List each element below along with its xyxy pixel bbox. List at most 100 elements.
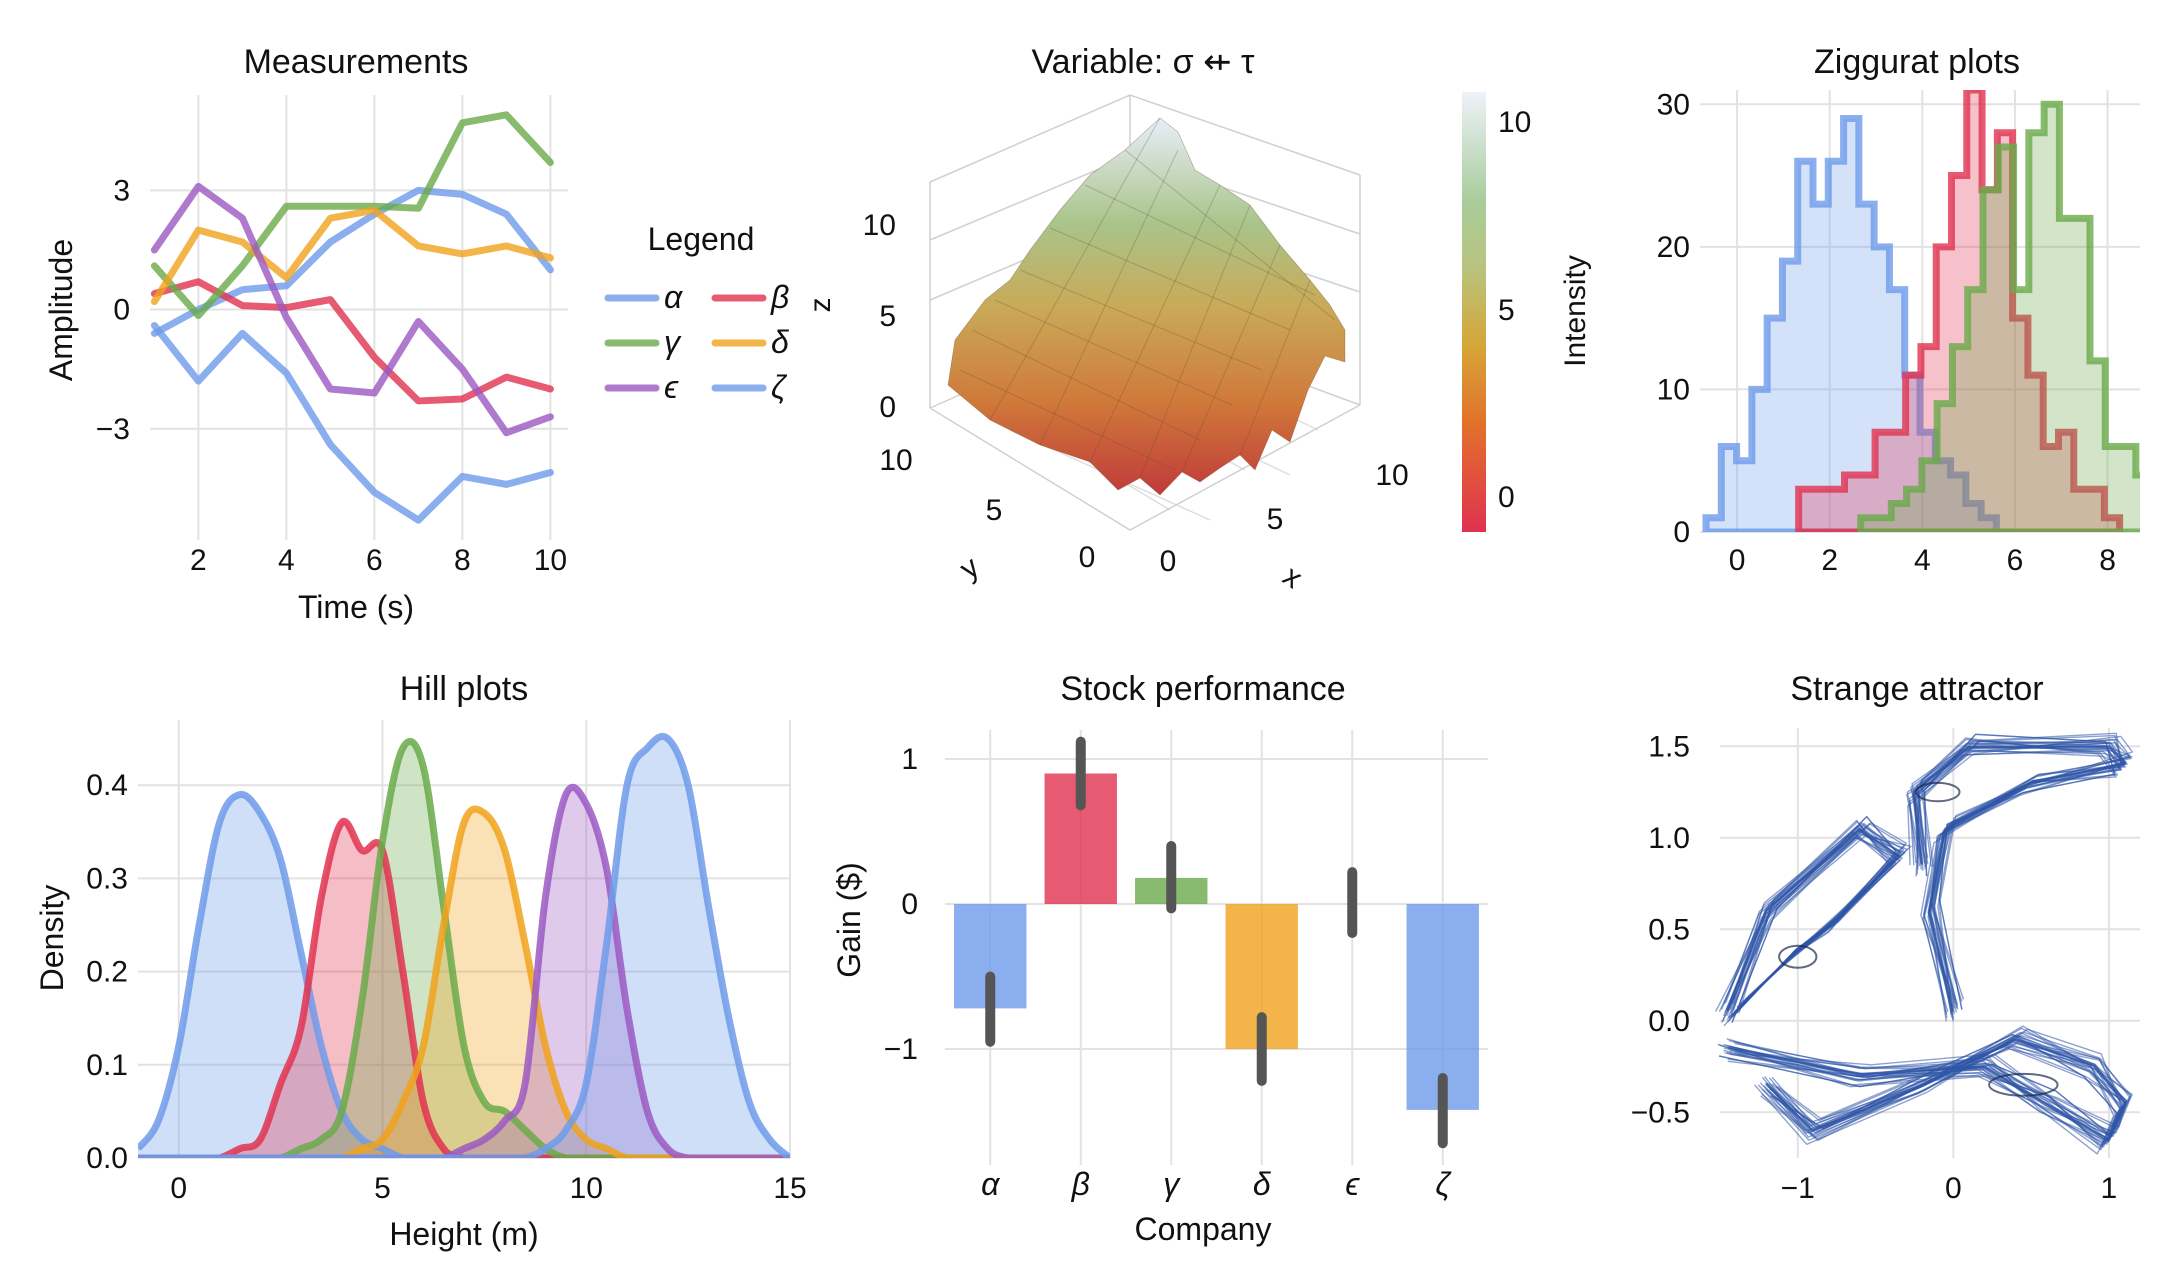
category-label-0: α <box>981 1166 1000 1202</box>
x-tick-10: 10 <box>1375 459 1408 492</box>
stock-panel: Stock performance α β γ δ ϵ ζ 1 0 −1 Company Ga… <box>831 670 1488 1247</box>
stock-y-label: Gain ($) <box>831 862 867 978</box>
x-tick-label: 4 <box>1914 544 1931 577</box>
orbit-strand <box>1906 747 2133 1012</box>
y-tick-label: −3 <box>96 413 130 446</box>
hill-y-ticks: 0.4 0.3 0.2 0.1 0.0 <box>86 769 128 1175</box>
category-label-4: ϵ <box>1345 1166 1360 1202</box>
colorbar-tick-0: 0 <box>1498 481 1515 514</box>
surface-y-label: y <box>954 550 985 586</box>
surface-z-label: z <box>804 298 837 313</box>
surface-panel: Variable: σ ⇷ τ <box>804 43 1592 595</box>
surface-x-label: x <box>1277 559 1308 595</box>
orbit-strand <box>1726 824 1902 1017</box>
legend-label-5: ζ <box>771 369 788 405</box>
surface-y-ticks: 0 5 10 <box>879 444 1095 574</box>
ziggurat-y-ticks: 30 20 10 0 <box>1657 88 1690 549</box>
ziggurat-panel: Ziggurat plots 0 2 4 6 8 30 20 10 0 <box>1657 43 2140 577</box>
legend-title: Legend <box>648 221 755 257</box>
orbit-loop <box>1988 1072 2059 1097</box>
density-fill-5 <box>138 736 790 1158</box>
y-tick-label: 0 <box>901 888 918 921</box>
orbit-strand <box>1918 740 2122 1010</box>
y-tick-label: 3 <box>113 174 130 207</box>
measurements-title: Measurements <box>244 43 469 81</box>
orbit-strand <box>1724 828 1903 1016</box>
density-fill-3 <box>138 809 790 1158</box>
y-tick-label: 0.2 <box>86 956 128 989</box>
legend-label-1: β <box>770 279 789 315</box>
y-tick-10: 10 <box>879 444 912 477</box>
orbit-strand <box>1916 734 2123 1002</box>
histogram-2 <box>1857 100 2140 532</box>
legend-label-0: α <box>664 279 683 315</box>
category-label-3: δ <box>1253 1166 1272 1202</box>
measurements-x-ticks: 2 4 6 8 10 <box>190 544 567 577</box>
density-line-2 <box>138 737 790 1158</box>
attractor-title: Strange attractor <box>1790 670 2043 708</box>
x-tick-label: 10 <box>570 1172 603 1205</box>
series-line-5 <box>150 321 554 524</box>
y-tick-label: 0 <box>113 294 130 327</box>
measurements-y-ticks: 3 0 −3 <box>96 174 130 445</box>
y-tick-label: −1 <box>884 1033 918 1066</box>
orbit-strand <box>1725 830 1901 1014</box>
orbit-strand <box>1727 827 1900 1013</box>
x-tick-label: 8 <box>454 544 471 577</box>
y-tick-label: 0.1 <box>86 1049 128 1082</box>
orbit-strand <box>1726 828 1901 1014</box>
attractor-panel: Strange attractor −1 0 1 1.5 1.0 0.5 0.0 −0.5 <box>1631 670 2140 1205</box>
x-tick-label: 2 <box>1821 544 1838 577</box>
orbit-strand <box>1731 815 1897 1023</box>
colorbar: 10 5 0 Intensity <box>1462 92 1592 532</box>
x-tick-0: 0 <box>1160 545 1177 578</box>
orbit-strand <box>1734 1031 2123 1151</box>
y-tick-label: 0.0 <box>1648 1005 1690 1038</box>
ziggurat-histograms <box>1702 90 2140 532</box>
orbit-loop <box>1915 781 1961 803</box>
orbit-strand <box>1734 1040 2130 1145</box>
stock-bars <box>954 736 1479 1149</box>
z-tick-10: 10 <box>863 209 896 242</box>
density-line-5 <box>138 732 790 1158</box>
orbit-strand <box>1718 1033 2118 1136</box>
orbit-loop <box>1778 944 1818 969</box>
orbit-strand <box>1729 828 1898 1011</box>
orbit-strand <box>1727 822 1900 1018</box>
y-tick-label: 0 <box>1673 516 1690 549</box>
hill-title: Hill plots <box>400 670 528 708</box>
orbit-strand <box>1910 749 2128 1019</box>
ziggurat-title: Ziggurat plots <box>1814 43 2020 81</box>
measurements-legend: Legend α β γ δ ϵ ζ <box>604 221 790 405</box>
surface-x-ticks: 0 5 10 <box>1160 459 1409 578</box>
category-label-5: ζ <box>1435 1166 1452 1202</box>
orbit-strand <box>1920 737 2117 1022</box>
surface-z-ticks: 0 5 10 <box>863 209 896 424</box>
density-line-4 <box>138 783 790 1158</box>
series-line-0 <box>150 186 554 337</box>
density-fill-0 <box>138 794 790 1158</box>
histogram-0 <box>1702 115 2012 532</box>
surface-mesh <box>947 117 1346 496</box>
y-tick-label: 0.5 <box>1648 913 1690 946</box>
colorbar-label: Intensity <box>1559 255 1592 367</box>
stock-title: Stock performance <box>1060 670 1345 708</box>
x-tick-label: 15 <box>773 1172 806 1205</box>
series-line-4 <box>150 182 554 437</box>
category-label-1: β <box>1071 1166 1090 1202</box>
density-line-0 <box>138 790 790 1158</box>
orbit-strand <box>1722 826 1905 1018</box>
orbit-strand <box>1727 828 1900 1012</box>
z-tick-5: 5 <box>879 300 896 333</box>
series-line-2 <box>150 111 554 320</box>
stock-x-label: Company <box>1135 1211 1272 1247</box>
measurements-panel: Measurements 2 4 6 8 10 3 0 −3 Time (s) Amplit… <box>43 43 790 625</box>
category-label-2: γ <box>1163 1166 1181 1202</box>
orbit-strand <box>1727 1027 2117 1147</box>
orbit-strand <box>1717 1043 2127 1128</box>
z-tick-0: 0 <box>879 391 896 424</box>
x-tick-label: 10 <box>534 544 567 577</box>
density-line-3 <box>138 805 790 1158</box>
x-tick-label: −1 <box>1781 1172 1815 1205</box>
